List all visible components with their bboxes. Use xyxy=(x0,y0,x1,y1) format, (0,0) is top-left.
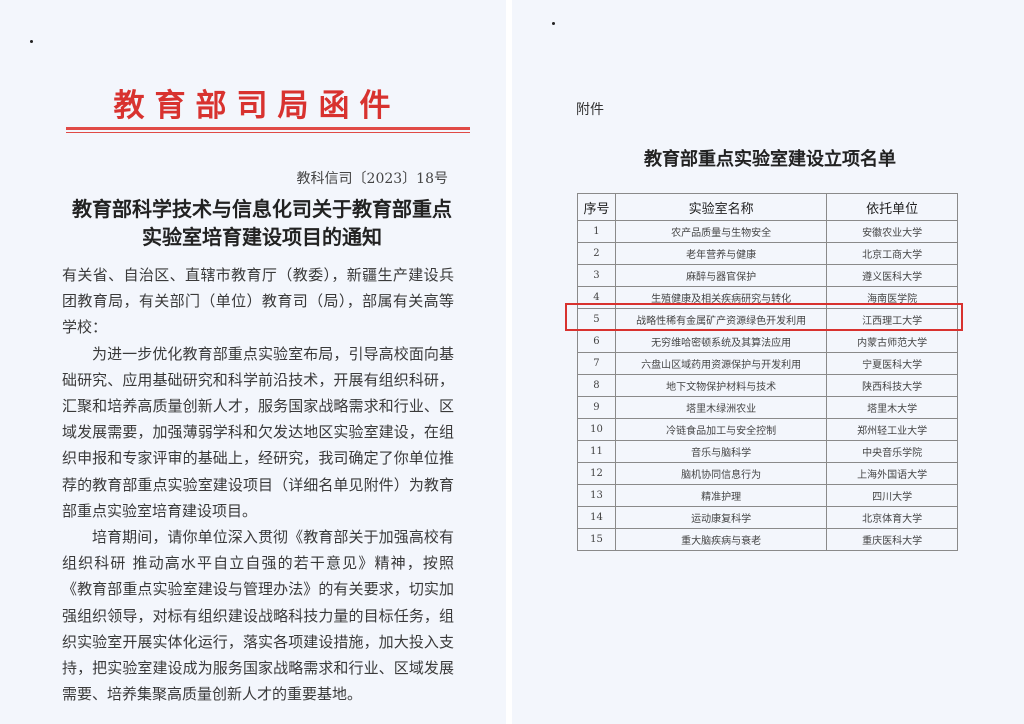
row-number: 3 xyxy=(577,264,616,287)
scan-mark xyxy=(552,22,555,25)
title-line: 教育部科学技术与信息化司关于教育部重点 xyxy=(72,197,452,221)
lab-name: 地下文物保护材料与技术 xyxy=(614,374,828,397)
letterhead: 教育部司局函件 xyxy=(113,88,401,124)
table-row: 12 脑机协同信息行为 上海外国语大学 xyxy=(577,462,958,485)
row-number: 10 xyxy=(577,418,616,441)
letterhead-rule-thin xyxy=(66,132,470,133)
salutation: 有关省、自治区、直辖市教育厅（教委），新疆生产建设兵团教育局，有关部门（单位）教… xyxy=(62,266,454,337)
attachment-label: 附件 xyxy=(576,102,604,118)
letterhead-rule xyxy=(66,127,470,130)
lab-name: 农产品质量与生物安全 xyxy=(614,220,828,243)
row-number: 1 xyxy=(577,220,616,243)
row-number: 6 xyxy=(577,330,616,353)
paragraph: 为进一步优化教育部重点实验室布局，引导高校面向基础研究、应用基础研究和科学前沿技… xyxy=(62,344,454,520)
document-number: 教科信司〔2023〕18号 xyxy=(296,171,448,187)
scan-mark xyxy=(30,40,33,43)
right-page: 附件 教育部重点实验室建设立项名单 序号 实验室名称 依托单位 1 农产品质量与生… xyxy=(512,0,1024,724)
lab-name: 冷链食品加工与安全控制 xyxy=(614,418,828,441)
row-number: 11 xyxy=(577,440,616,463)
table-row: 2 老年营养与健康 北京工商大学 xyxy=(577,242,958,265)
table-row: 14 运动康复科学 北京体育大学 xyxy=(577,506,958,529)
lab-name: 六盘山区域药用资源保护与开发利用 xyxy=(614,352,828,375)
column-header: 序号 xyxy=(577,193,616,221)
row-number: 15 xyxy=(577,528,616,551)
lab-name: 重大脑疾病与衰老 xyxy=(614,528,828,551)
lab-name: 麻醉与器官保护 xyxy=(614,264,828,287)
host-institution: 塔里木大学 xyxy=(826,396,958,419)
lab-name: 塔里木绿洲农业 xyxy=(614,396,828,419)
lab-list-table: 序号 实验室名称 依托单位 1 农产品质量与生物安全 安徽农业大学 2 老年营养与健康北… xyxy=(577,193,958,551)
table-row: 8 地下文物保护材料与技术 陕西科技大学 xyxy=(577,374,958,397)
column-header: 依托单位 xyxy=(826,193,958,221)
column-header: 实验室名称 xyxy=(614,193,828,221)
host-institution: 中央音乐学院 xyxy=(826,440,958,463)
row-number: 12 xyxy=(577,462,616,485)
lab-name: 精准护理 xyxy=(614,484,828,507)
host-institution: 上海外国语大学 xyxy=(826,462,958,485)
highlight-box xyxy=(565,303,963,331)
host-institution: 陕西科技大学 xyxy=(826,374,958,397)
lab-name: 老年营养与健康 xyxy=(614,242,828,265)
table-row: 10 冷链食品加工与安全控制 郑州轻工业大学 xyxy=(577,418,958,441)
host-institution: 宁夏医科大学 xyxy=(826,352,958,375)
row-number: 14 xyxy=(577,506,616,529)
host-institution: 郑州轻工业大学 xyxy=(826,418,958,441)
host-institution: 遵义医科大学 xyxy=(826,264,958,287)
row-number: 7 xyxy=(577,352,616,375)
document-body: 有关省、自治区、直辖市教育厅（教委），新疆生产建设兵团教育局，有关部门（单位）教… xyxy=(62,262,454,707)
host-institution: 安徽农业大学 xyxy=(826,220,958,243)
table-row: 1 农产品质量与生物安全 安徽农业大学 xyxy=(577,220,958,243)
table-row: 6 无穷维哈密顿系统及其算法应用 内蒙古师范大学 xyxy=(577,330,958,353)
paragraph: 培育期间，请你单位深入贯彻《教育部关于加强高校有组织科研 推动高水平自立自强的若… xyxy=(62,528,454,704)
table-row: 11 音乐与脑科学 中央音乐学院 xyxy=(577,440,958,463)
host-institution: 北京工商大学 xyxy=(826,242,958,265)
row-number: 9 xyxy=(577,396,616,419)
document-title: 教育部科学技术与信息化司关于教育部重点 实验室培育建设项目的通知 xyxy=(62,195,462,251)
host-institution: 四川大学 xyxy=(826,484,958,507)
lab-name: 无穷维哈密顿系统及其算法应用 xyxy=(614,330,828,353)
lab-name: 音乐与脑科学 xyxy=(614,440,828,463)
host-institution: 内蒙古师范大学 xyxy=(826,330,958,353)
table-row: 7 六盘山区域药用资源保护与开发利用 宁夏医科大学 xyxy=(577,352,958,375)
table-header-row: 序号 实验室名称 依托单位 xyxy=(577,193,958,221)
host-institution: 重庆医科大学 xyxy=(826,528,958,551)
row-number: 13 xyxy=(577,484,616,507)
list-title: 教育部重点实验室建设立项名单 xyxy=(644,149,896,170)
host-institution: 北京体育大学 xyxy=(826,506,958,529)
table-row: 3 麻醉与器官保护 遵义医科大学 xyxy=(577,264,958,287)
row-number: 8 xyxy=(577,374,616,397)
title-line: 实验室培育建设项目的通知 xyxy=(142,225,382,249)
table-row: 9 塔里木绿洲农业 塔里木大学 xyxy=(577,396,958,419)
row-number: 2 xyxy=(577,242,616,265)
lab-name: 运动康复科学 xyxy=(614,506,828,529)
lab-name: 脑机协同信息行为 xyxy=(614,462,828,485)
table-row: 13 精准护理 四川大学 xyxy=(577,484,958,507)
left-page: 教育部司局函件 教科信司〔2023〕18号 教育部科学技术与信息化司关于教育部重… xyxy=(0,0,506,724)
table-row: 15 重大脑疾病与衰老 重庆医科大学 xyxy=(577,528,958,551)
